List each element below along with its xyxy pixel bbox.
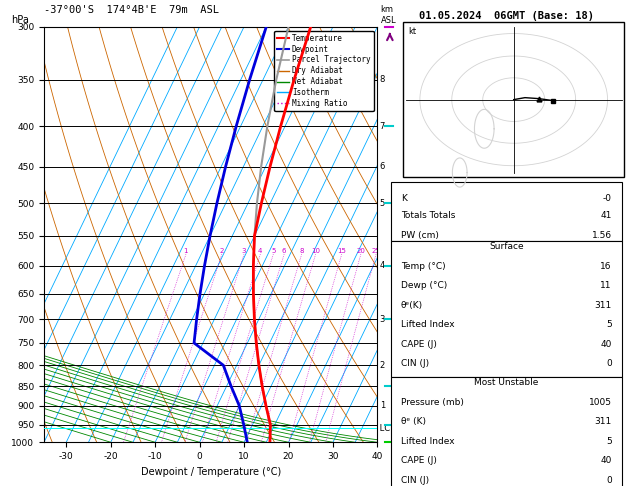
Text: CIN (J): CIN (J) xyxy=(401,359,429,368)
Text: 11: 11 xyxy=(600,281,612,291)
Text: © weatheronline.co.uk: © weatheronline.co.uk xyxy=(458,474,555,484)
Text: 40: 40 xyxy=(601,456,612,466)
Text: 5: 5 xyxy=(380,199,385,208)
Text: PW (cm): PW (cm) xyxy=(401,231,439,240)
Text: 3: 3 xyxy=(380,314,385,324)
Text: 16: 16 xyxy=(600,262,612,271)
Text: Mixing Ratio (g/kg): Mixing Ratio (g/kg) xyxy=(396,195,404,274)
Text: Totals Totals: Totals Totals xyxy=(401,211,455,221)
Text: Surface: Surface xyxy=(489,242,524,251)
Text: θᵉ(K): θᵉ(K) xyxy=(401,301,423,310)
Text: 5: 5 xyxy=(606,320,612,330)
X-axis label: Dewpoint / Temperature (°C): Dewpoint / Temperature (°C) xyxy=(141,467,281,477)
Text: CAPE (J): CAPE (J) xyxy=(401,456,437,466)
Text: 40: 40 xyxy=(601,340,612,349)
Text: 3: 3 xyxy=(242,248,246,254)
Text: 6: 6 xyxy=(282,248,286,254)
FancyBboxPatch shape xyxy=(391,241,621,377)
Text: 4: 4 xyxy=(380,261,385,270)
Text: 1: 1 xyxy=(184,248,188,254)
Text: 41: 41 xyxy=(601,211,612,221)
Text: 311: 311 xyxy=(594,417,612,427)
Text: 7: 7 xyxy=(380,122,385,131)
Text: Lifted Index: Lifted Index xyxy=(401,437,455,446)
Text: -37°00'S  174°4B'E  79m  ASL: -37°00'S 174°4B'E 79m ASL xyxy=(44,4,219,15)
Text: LCL: LCL xyxy=(377,424,395,433)
Text: 2: 2 xyxy=(380,361,385,370)
FancyBboxPatch shape xyxy=(391,377,621,486)
Text: CAPE (J): CAPE (J) xyxy=(401,340,437,349)
Text: 5: 5 xyxy=(606,437,612,446)
Text: CIN (J): CIN (J) xyxy=(401,476,429,485)
Text: 1: 1 xyxy=(380,401,385,410)
Text: km
ASL: km ASL xyxy=(381,5,396,25)
Text: Temp (°C): Temp (°C) xyxy=(401,262,445,271)
Text: Lifted Index: Lifted Index xyxy=(401,320,455,330)
Text: K: K xyxy=(401,194,407,203)
Text: θᵉ (K): θᵉ (K) xyxy=(401,417,426,427)
Text: 2: 2 xyxy=(220,248,224,254)
Text: 1.56: 1.56 xyxy=(592,231,612,240)
Text: 5: 5 xyxy=(271,248,276,254)
Text: 25: 25 xyxy=(372,248,381,254)
Text: 15: 15 xyxy=(337,248,346,254)
Text: kt: kt xyxy=(408,27,416,36)
Text: Most Unstable: Most Unstable xyxy=(474,378,538,387)
Text: 311: 311 xyxy=(594,301,612,310)
Text: 6: 6 xyxy=(380,162,385,171)
Text: hPa: hPa xyxy=(11,15,28,25)
Text: 0: 0 xyxy=(606,359,612,368)
Legend: Temperature, Dewpoint, Parcel Trajectory, Dry Adiabat, Wet Adiabat, Isotherm, Mi: Temperature, Dewpoint, Parcel Trajectory… xyxy=(274,31,374,111)
Text: Pressure (mb): Pressure (mb) xyxy=(401,398,464,407)
Text: 1005: 1005 xyxy=(589,398,612,407)
FancyBboxPatch shape xyxy=(403,22,624,177)
Text: -0: -0 xyxy=(603,194,612,203)
Text: Dewp (°C): Dewp (°C) xyxy=(401,281,447,291)
Text: 20: 20 xyxy=(357,248,365,254)
Text: 8: 8 xyxy=(299,248,304,254)
Text: 01.05.2024  06GMT (Base: 18): 01.05.2024 06GMT (Base: 18) xyxy=(419,11,594,21)
Text: 0: 0 xyxy=(606,476,612,485)
Text: 4: 4 xyxy=(258,248,262,254)
FancyBboxPatch shape xyxy=(391,182,621,241)
Text: 10: 10 xyxy=(311,248,320,254)
Text: 8: 8 xyxy=(380,75,385,85)
